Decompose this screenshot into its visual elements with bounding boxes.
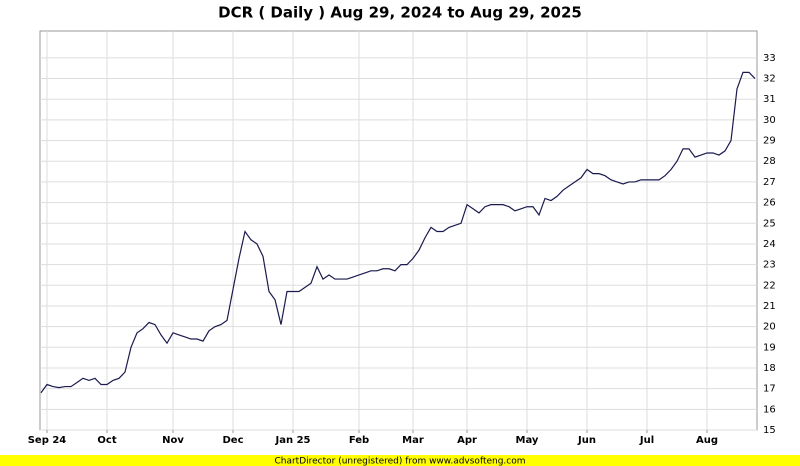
y-tick-label: 27	[763, 177, 776, 188]
y-tick-label: 29	[763, 136, 776, 147]
y-tick-label: 15	[763, 425, 776, 436]
y-tick-label: 24	[763, 239, 776, 250]
x-tick-label: Apr	[457, 435, 477, 446]
y-tick-label: 28	[763, 156, 776, 167]
x-tick-label: Jan 25	[275, 435, 311, 446]
y-tick-label: 33	[763, 53, 776, 64]
y-tick-label: 22	[763, 280, 776, 291]
x-tick-label: Aug	[696, 435, 718, 446]
x-tick-label: May	[516, 435, 539, 446]
chart-title: DCR ( Daily ) Aug 29, 2024 to Aug 29, 20…	[218, 4, 582, 22]
x-tick-label: Oct	[97, 435, 116, 446]
y-tick-label: 31	[763, 94, 776, 105]
y-tick-label: 25	[763, 218, 776, 229]
y-tick-label: 20	[763, 322, 776, 333]
x-tick-label: Feb	[349, 435, 369, 446]
y-tick-label: 17	[763, 384, 776, 395]
y-tick-label: 32	[763, 74, 776, 85]
y-tick-label: 21	[763, 301, 776, 312]
y-tick-label: 23	[763, 260, 776, 271]
footer-band	[0, 455, 800, 466]
footer: ChartDirector (unregistered) from www.ad…	[274, 457, 525, 466]
x-tick-label: Sep 24	[28, 435, 67, 446]
x-tick-label: Jul	[639, 435, 654, 446]
y-tick-label: 16	[763, 404, 776, 415]
y-tick-label: 18	[763, 363, 776, 374]
x-tick-label: Nov	[162, 435, 184, 446]
x-tick-label: Mar	[402, 435, 424, 446]
y-tick-label: 19	[763, 342, 776, 353]
price-line	[40, 71, 756, 394]
x-tick-label: Dec	[222, 435, 243, 446]
y-tick-label: 30	[763, 115, 776, 126]
y-tick-label: 26	[763, 198, 776, 209]
plot-area	[39, 30, 758, 431]
x-tick-label: Jun	[577, 435, 596, 446]
